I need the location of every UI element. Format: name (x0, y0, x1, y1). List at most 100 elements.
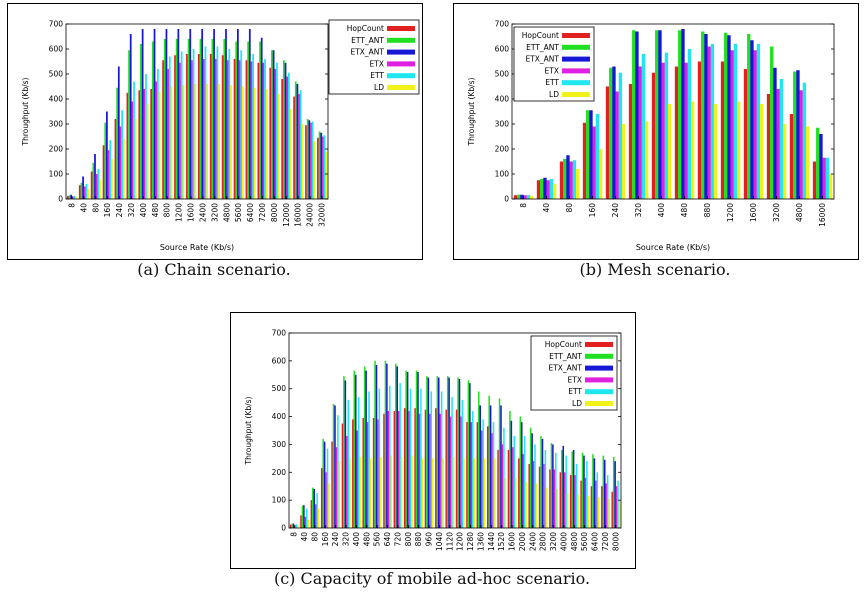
bar-hopcount-80 (310, 500, 313, 528)
legend-swatch-etx (387, 61, 415, 67)
bar-ett-80 (316, 493, 318, 528)
bar-ld-80 (99, 179, 101, 199)
bar-ld-8 (297, 525, 299, 528)
bar-ett-ant-640 (384, 360, 387, 528)
bar-etx-ant-5600 (237, 29, 239, 199)
bar-ett-1440 (492, 422, 495, 528)
bar-ett-1520 (503, 427, 505, 528)
bar-ett-1120 (451, 397, 453, 528)
bar-hopcount-24000 (305, 125, 307, 199)
bar-hopcount-1200 (455, 409, 458, 528)
bar-hopcount-80 (90, 171, 93, 199)
legend-label-etx-ant: ETX_ANT (525, 55, 559, 64)
x-tick-label: 160 (103, 203, 112, 218)
bar-ett-ant-480 (151, 41, 154, 199)
x-tick-label: 2400 (198, 203, 207, 222)
y-tick-label: 0 (58, 195, 63, 204)
x-tick-label: 3200 (772, 203, 781, 222)
bar-etx-ant-240 (117, 66, 120, 199)
bar-etx-ant-160 (106, 111, 108, 199)
bar-etx-8000 (615, 486, 618, 528)
bar-ld-2800 (546, 487, 548, 528)
bar-ett-800 (409, 388, 412, 528)
bar-ld-8000 (277, 94, 280, 199)
x-tick-label: 40 (79, 203, 88, 213)
bar-etx-ant-400 (354, 374, 357, 528)
bar-ld-7200 (608, 498, 610, 528)
bar-ett-40 (85, 184, 88, 199)
bar-ett-160 (595, 114, 600, 199)
bar-ett-ant-1600 (747, 34, 751, 199)
bar-hopcount-8 (513, 195, 518, 199)
bar-ett-ant-1440 (488, 395, 490, 528)
bar-etx-1440 (491, 433, 493, 528)
bar-hopcount-12000 (281, 79, 284, 199)
bar-ett-8 (526, 195, 531, 199)
y-tick-label: 500 (272, 384, 287, 393)
bar-etx-ant-1280 (469, 383, 471, 528)
bar-ld-4800 (577, 494, 579, 528)
bar-ld-80 (575, 169, 580, 199)
bar-etx-ant-480 (681, 29, 685, 199)
bar-etx-ant-4800 (572, 450, 575, 528)
x-tick-label: 40 (300, 532, 309, 542)
bar-ett-320 (133, 81, 135, 199)
bar-hopcount-640 (383, 413, 385, 528)
bar-etx-720 (397, 411, 400, 528)
x-tick-label: 6400 (591, 532, 600, 551)
x-tick-label: 640 (383, 532, 392, 547)
bar-ett-4000 (565, 455, 567, 528)
bar-hopcount-480 (674, 66, 679, 199)
bar-ld-40 (87, 189, 89, 199)
bar-hopcount-6400 (245, 60, 248, 199)
bar-hopcount-1360 (476, 422, 479, 528)
bar-ett-ant-12000 (282, 60, 285, 199)
x-tick-label: 1040 (435, 532, 444, 551)
bar-ld-960 (431, 458, 434, 528)
bar-ett-2800 (544, 450, 547, 528)
bar-etx-ant-160 (589, 110, 593, 199)
bar-ld-400 (359, 456, 361, 528)
bar-ett-ant-5600 (235, 41, 238, 199)
bar-etx-1600 (753, 50, 757, 199)
bar-ett-ant-880 (415, 370, 418, 528)
bar-ld-12000 (289, 109, 292, 199)
bar-ld-7200 (265, 89, 268, 199)
x-tick-label: 4800 (795, 203, 804, 222)
bar-ett-80 (572, 160, 577, 199)
bar-hopcount-40 (300, 515, 302, 528)
legend-label-etx: ETX (545, 66, 559, 75)
bar-hopcount-880 (697, 61, 702, 199)
bar-hopcount-4800 (789, 114, 794, 199)
bar-ett-ant-800 (405, 370, 407, 528)
bar-hopcount-1120 (445, 409, 447, 528)
legend-label-ett-ant: ETT_ANT (549, 352, 582, 361)
x-tick-label: 8000 (611, 532, 620, 551)
bar-ld-880 (421, 458, 424, 528)
bar-etx-ant-320 (129, 34, 132, 199)
bar-ett-32000 (323, 135, 326, 199)
bar-hopcount-240 (331, 441, 333, 528)
bar-ld-2000 (525, 482, 527, 528)
bar-etx-ant-1200 (458, 378, 461, 528)
x-tick-label: 1520 (497, 532, 506, 551)
bar-ld-800 (411, 455, 413, 528)
bar-ett-ant-2000 (519, 416, 522, 528)
bar-ett-ant-160 (586, 110, 590, 199)
bar-ett-ant-8 (68, 195, 71, 199)
bar-etx-ant-800 (406, 372, 409, 528)
bar-etx-ant-1600 (189, 29, 192, 199)
bar-ld-400 (146, 104, 149, 199)
plot-frame (288, 332, 622, 529)
legend-label-etx: ETX (568, 375, 582, 384)
bar-ld-24000 (313, 141, 316, 199)
legend-swatch-etx-ant (387, 49, 415, 55)
bar-hopcount-16000 (812, 161, 817, 199)
y-tick-label: 400 (49, 95, 64, 104)
bar-hopcount-1280 (466, 422, 468, 528)
bar-ett-ant-80 (312, 487, 314, 528)
bar-etx-400 (356, 430, 358, 528)
legend-label-ett: ETT (545, 78, 559, 87)
bar-etx-ant-80 (566, 155, 570, 199)
bar-etx-320 (346, 436, 348, 528)
